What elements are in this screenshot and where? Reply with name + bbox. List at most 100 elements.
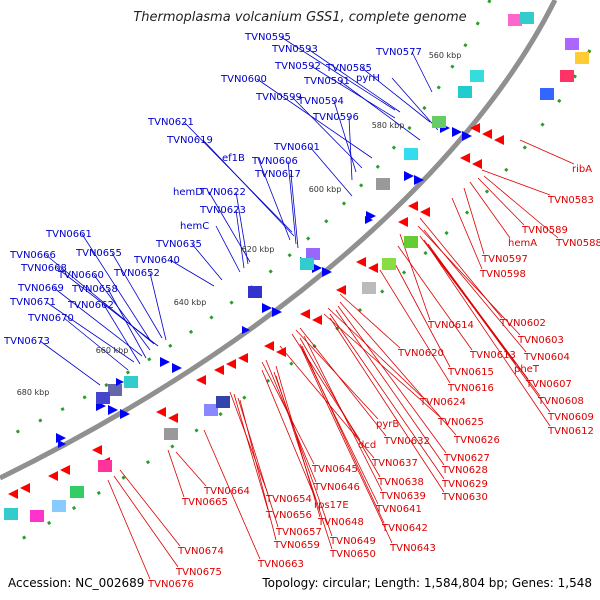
- reverse-gene-label: rps17E: [314, 500, 349, 511]
- reverse-gene-label: TVN0614: [427, 320, 474, 331]
- reverse-gene-arrow: [196, 375, 206, 385]
- reverse-gene-label: TVN0612: [547, 426, 594, 437]
- forward-gene-arrow: [462, 131, 472, 141]
- forward-leader-line: [81, 233, 151, 341]
- reverse-leader-line: [237, 397, 279, 528]
- reverse-gene-label: TVN0641: [375, 504, 422, 515]
- forward-leader-line: [235, 191, 249, 265]
- forward-leader-line: [290, 173, 299, 249]
- cog-feature-block: [70, 486, 84, 498]
- reverse-gene-arrow: [156, 407, 166, 417]
- reverse-leader-line: [451, 197, 483, 270]
- forward-gene-label: pyrH: [356, 73, 380, 84]
- forward-leader-line: [333, 100, 357, 173]
- reverse-leader-line: [299, 343, 379, 505]
- reverse-gene-label: TVN0629: [441, 479, 488, 490]
- forward-gene-label: TVN0619: [166, 135, 213, 146]
- cog-feature-block: [376, 178, 390, 190]
- reverse-leader-line: [167, 449, 185, 498]
- cog-feature-block: [520, 12, 534, 24]
- forward-leader-line: [53, 287, 143, 357]
- forward-gene-marker: [365, 216, 373, 224]
- reverse-gene-arrow: [300, 309, 310, 319]
- forward-leader-line: [107, 288, 147, 359]
- forward-gene-label: TVN0671: [9, 297, 56, 308]
- reverse-leader-line: [113, 475, 179, 568]
- reverse-gene-label: dcd: [358, 440, 376, 451]
- forward-leader-line: [348, 116, 353, 181]
- reverse-gene-label: TVN0607: [525, 379, 572, 390]
- reverse-gene-arrow: [226, 359, 236, 369]
- reverse-leader-line: [275, 365, 321, 518]
- reverse-gene-label: TVN0646: [313, 482, 360, 493]
- reverse-gene-label: TVN0643: [389, 543, 436, 554]
- reverse-leader-line: [119, 469, 181, 547]
- reverse-gene-arrow: [8, 489, 18, 499]
- forward-gene-label: TVN0606: [251, 156, 298, 167]
- cog-feature-block: [404, 148, 418, 160]
- reverse-gene-label: TVN0613: [469, 350, 516, 361]
- reverse-gene-arrow: [408, 201, 418, 211]
- forward-gene-label: TVN0666: [9, 250, 56, 261]
- forward-leader-line: [257, 157, 291, 241]
- forward-gene-label: TVN0591: [303, 76, 350, 87]
- reverse-gene-label: TVN0637: [371, 458, 418, 469]
- accession-label: Accession: NC_002689: [8, 576, 145, 590]
- forward-gene-label: TVN0599: [255, 92, 302, 103]
- cog-feature-block: [300, 258, 314, 270]
- reverse-gene-label: TVN0638: [377, 477, 424, 488]
- reverse-gene-arrow: [420, 207, 430, 217]
- reverse-leader-line: [339, 293, 401, 349]
- cog-feature-block: [108, 384, 122, 396]
- forward-gene-label: TVN0577: [375, 47, 422, 58]
- forward-leader-line: [361, 67, 431, 123]
- reverse-leader-line: [301, 345, 385, 524]
- forward-gene-label: TVN0669: [17, 283, 64, 294]
- cog-feature-block: [96, 392, 110, 404]
- reverse-gene-arrow: [264, 341, 274, 351]
- forward-gene-label: ef1B: [222, 153, 245, 164]
- forward-gene-arrow: [262, 303, 272, 313]
- reverse-leader-line: [463, 187, 485, 255]
- cog-feature-block: [540, 88, 554, 100]
- cog-feature-block: [458, 86, 472, 98]
- forward-gene-label: TVN0658: [71, 284, 118, 295]
- scale-label: 600 kbp: [309, 185, 342, 194]
- reverse-leader-line: [329, 317, 445, 493]
- reverse-leader-line: [107, 479, 151, 580]
- reverse-leader-line: [275, 375, 333, 550]
- reverse-leader-line: [337, 305, 447, 454]
- forward-gene-arrow: [404, 171, 414, 181]
- reverse-leader-line: [233, 393, 269, 511]
- scale-label: 560 kbp: [429, 51, 462, 60]
- topology-summary: Topology: circular; Length: 1,584,804 bp…: [262, 576, 592, 590]
- scale-label: 660 kbp: [96, 346, 129, 355]
- forward-leader-line: [149, 272, 167, 341]
- forward-gene-label: hemC: [180, 221, 209, 232]
- cog-feature-block: [470, 70, 484, 82]
- forward-gene-label: TVN0668: [20, 263, 67, 274]
- reverse-gene-arrow: [398, 217, 408, 227]
- cog-feature-block: [362, 282, 376, 294]
- forward-leader-line: [411, 51, 433, 93]
- forward-gene-arrow: [312, 263, 322, 273]
- cog-feature-block: [404, 236, 418, 248]
- reverse-leader-line: [519, 139, 575, 165]
- reverse-gene-label: TVN0664: [203, 486, 250, 497]
- cog-feature-block: [575, 52, 589, 64]
- reverse-gene-label: TVN0583: [547, 195, 594, 206]
- forward-gene-label: TVN0662: [67, 300, 114, 311]
- reverse-gene-label: TVN0589: [521, 225, 568, 236]
- forward-leader-line: [103, 304, 141, 365]
- cog-feature-block: [4, 508, 18, 520]
- cog-feature-block: [248, 286, 262, 298]
- reverse-leader-line: [481, 169, 551, 196]
- reverse-leader-line: [397, 245, 473, 351]
- reverse-gene-label: TVN0628: [441, 465, 488, 476]
- scale-label: 580 kbp: [372, 121, 405, 130]
- reverse-gene-arrow: [368, 263, 378, 273]
- forward-gene-label: TVN0660: [57, 270, 104, 281]
- reverse-gene-arrow: [168, 413, 178, 423]
- reverse-gene-arrow: [470, 123, 480, 133]
- reverse-gene-arrow: [20, 483, 30, 493]
